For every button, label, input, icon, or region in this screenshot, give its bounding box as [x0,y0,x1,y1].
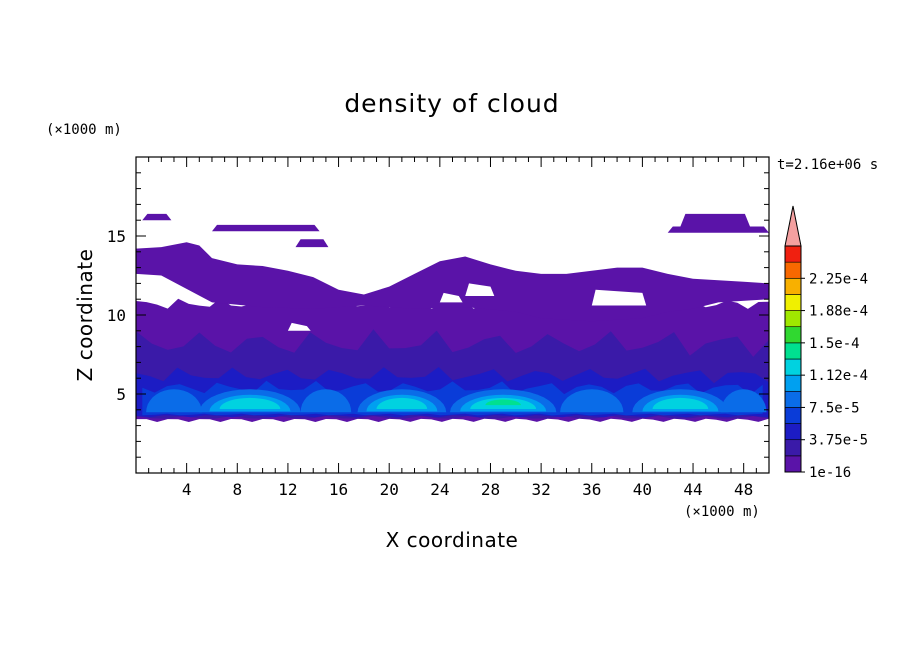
colorbar-swatch [784,310,802,328]
y-tick-label: 5 [116,385,126,404]
colorbar-label: 2.25e-4 [809,271,868,287]
density-region-4 [295,239,329,248]
x-tick-label: 4 [182,480,192,499]
density-region-3 [212,224,320,232]
x-tick-label: 8 [232,480,242,499]
colorbar-swatch [784,294,802,311]
density-region-17 [720,389,767,413]
colorbar-label: 1e-16 [809,465,851,481]
colorbar-label: 3.75e-5 [809,433,868,449]
x-axis-label: X coordinate [386,528,519,552]
colorbar-swatch [784,277,802,295]
colorbar-label: 1.5e-4 [809,336,860,352]
x-tick-label: 28 [481,480,500,499]
colorbar-swatch [784,358,802,376]
x-tick-label: 48 [734,480,753,499]
density-hole-28 [439,292,463,303]
x-tick-label: 32 [531,480,550,499]
colorbar-swatch [784,455,802,473]
y-unit-label: (×1000 m) [46,122,122,138]
x-tick-label: 24 [430,480,449,499]
x-tick-label: 40 [633,480,652,499]
colorbar-label: 1.12e-4 [809,368,868,384]
y-tick-label: 10 [107,306,126,325]
density-hole-29 [591,289,647,306]
colorbar-swatch [784,407,802,424]
x-tick-label: 20 [380,480,399,499]
colorbar-swatch [784,390,802,408]
colorbar-swatch [784,423,802,441]
chart-title: density of cloud [344,89,559,118]
x-axis-ticks: 4 8 12 16 20 24 28 32 36 40 44 48 [148,157,757,499]
density-region-26 [485,399,521,406]
plot-area [136,213,769,422]
colorbar-swatch [784,261,802,279]
colorbar-swatch [784,245,802,263]
colorbar-swatch [784,439,802,457]
density-region-22 [219,397,281,409]
density-hole-27 [465,283,495,296]
density-field [136,213,769,422]
x-tick-label: 12 [278,480,297,499]
x-tick-label: 44 [683,480,702,499]
density-region-25 [652,397,709,409]
y-axis-label: Z coordinate [73,249,97,382]
y-axis-ticks: 5 10 15 [107,172,769,458]
density-region-23 [376,397,428,409]
density-region-2 [142,213,172,221]
density-region-10 [146,389,202,413]
colorbar-frame [784,245,802,473]
density-region-6 [667,226,769,233]
colorbar-swatch [784,374,802,392]
density-region-5 [680,213,750,227]
colorbar-swatch [784,342,802,360]
density-region-12 [300,389,352,413]
colorbar-label: 7.5e-5 [809,400,860,416]
x-unit-label: (×1000 m) [684,504,760,520]
x-tick-label: 36 [582,480,601,499]
x-tick-label: 16 [329,480,348,499]
y-tick-label: 15 [107,227,126,246]
colorbar-label: 1.88e-4 [809,304,868,320]
time-label: t=2.16e+06 s [777,157,878,173]
colorbar-extend-arrow [784,205,802,247]
density-hole-30 [287,322,311,331]
density-region-15 [560,389,624,413]
colorbar-swatch [784,326,802,344]
colorbar: 1e-16 3.75e-5 7.5e-5 1.12e-4 1.5e-4 1.88e-4 2.… [784,205,868,481]
